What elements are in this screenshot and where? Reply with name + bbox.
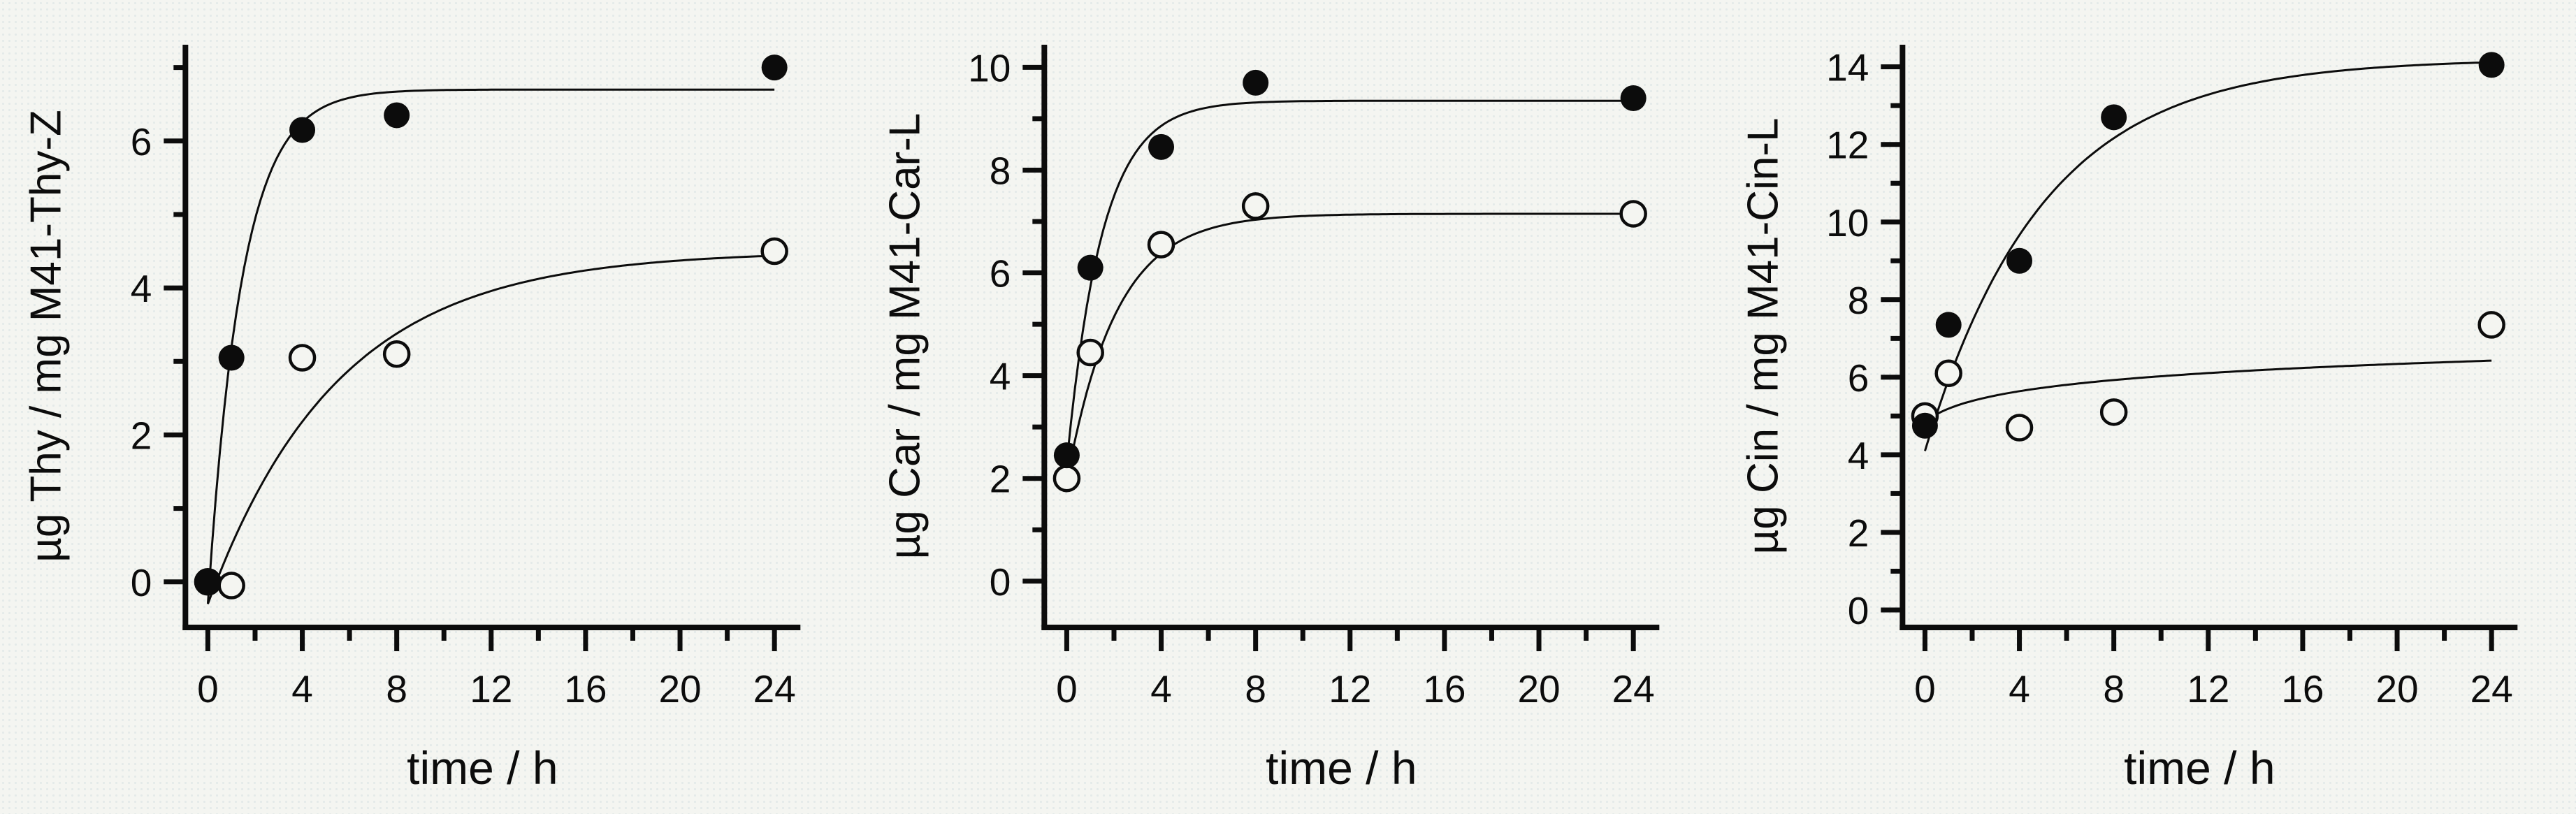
x-tick-label: 24	[753, 667, 796, 711]
data-point-open	[1147, 231, 1175, 259]
y-tick-label: 4	[131, 267, 152, 310]
data-point-filled	[2101, 104, 2127, 131]
x-tick-label: 4	[1150, 667, 1172, 711]
panel-thy: 0 4 8 12 16 20 24 0 2 4 6 µg Thy / mg M41-Thy-Z ti…	[0, 0, 859, 814]
x-tick-label: 20	[2376, 667, 2419, 711]
data-point-open	[1934, 359, 1963, 388]
panel-cin: 0 4 8 12 16 20 24 0 2 4 6 8 10 12 14 µg Cin / mg M41-C…	[1717, 0, 2576, 814]
fit-curve-filled-circles	[1924, 61, 2492, 451]
y-tick-label: 4	[989, 355, 1011, 398]
x-tick-label: 16	[1423, 667, 1466, 711]
data-point-filled	[1053, 442, 1080, 469]
data-point-open	[2006, 414, 2034, 442]
y-tick-label: 0	[1848, 589, 1869, 632]
data-point-filled	[2478, 52, 2505, 78]
fit-curve-open-circles	[207, 254, 775, 604]
y-tick-label: 10	[968, 46, 1011, 89]
data-point-open	[1241, 192, 1270, 220]
x-tick-label: 24	[1612, 667, 1654, 711]
panel-car: 0 4 8 12 16 20 24 0 2 4 6 8 10 µg Car / mg M41-Car-L…	[859, 0, 1718, 814]
y-tick-label: 14	[1826, 46, 1869, 89]
data-point-open	[2477, 311, 2506, 339]
y-tick-label: 6	[131, 120, 152, 163]
y-tick-label: 6	[989, 252, 1011, 296]
data-point-filled	[761, 54, 788, 81]
data-point-filled	[384, 102, 410, 129]
y-tick-label: 4	[1848, 434, 1869, 477]
data-point-filled	[218, 344, 245, 371]
x-tick-label: 20	[1517, 667, 1560, 711]
x-tick-label: 12	[470, 667, 512, 711]
y-tick-label: 2	[131, 414, 152, 457]
y-tick-label: 8	[989, 149, 1011, 192]
data-point-open	[2100, 398, 2128, 426]
x-tick-label: 8	[1245, 667, 1266, 711]
y-tick-label: 10	[1826, 201, 1869, 245]
y-tick-label: 12	[1826, 124, 1869, 167]
data-point-open	[382, 340, 411, 368]
data-point-filled	[289, 117, 316, 143]
x-tick-label: 8	[2104, 667, 2125, 711]
x-tick-label: 12	[2187, 667, 2230, 711]
y-tick-label: 0	[131, 561, 152, 604]
data-point-filled	[1936, 312, 1962, 338]
x-tick-label: 8	[386, 667, 407, 711]
x-tick-label: 4	[2009, 667, 2031, 711]
data-point-open	[760, 237, 788, 266]
y-tick-label: 8	[1848, 279, 1869, 322]
y-axis-title: µg Cin / mg M41-Cin-L	[1739, 118, 1788, 555]
data-point-open	[217, 572, 245, 599]
x-axis-title: time / h	[407, 742, 558, 794]
y-axis-title: µg Thy / mg M41-Thy-Z	[22, 110, 70, 562]
x-tick-label: 16	[2282, 667, 2324, 711]
x-axis-title: time / h	[1266, 742, 1417, 794]
x-axis-title: time / h	[2124, 742, 2275, 794]
fit-curve-open-circles	[1924, 359, 2492, 423]
data-point-filled	[1620, 85, 1647, 111]
x-tick-label: 0	[197, 667, 219, 711]
y-tick-label: 2	[1848, 511, 1869, 555]
data-point-filled	[1148, 133, 1174, 160]
x-tick-label: 16	[564, 667, 607, 711]
data-point-open	[1052, 464, 1080, 493]
x-tick-label: 0	[1914, 667, 1936, 711]
data-point-open	[288, 344, 317, 372]
data-point-filled	[194, 569, 221, 595]
data-point-open	[1619, 200, 1647, 228]
x-tick-label: 0	[1056, 667, 1078, 711]
y-tick-label: 0	[989, 560, 1011, 604]
y-tick-label: 6	[1848, 356, 1869, 400]
fit-curve-filled-circles	[206, 88, 775, 604]
x-tick-label: 12	[1329, 667, 1371, 711]
x-tick-label: 20	[658, 667, 701, 711]
data-point-open	[1076, 338, 1104, 367]
y-axis-title: µg Car / mg M41-Car-L	[881, 113, 929, 560]
data-point-filled	[1912, 412, 1939, 439]
y-tick-label: 2	[989, 458, 1011, 501]
x-tick-label: 4	[291, 667, 313, 711]
x-tick-label: 24	[2470, 667, 2513, 711]
data-point-filled	[2006, 247, 2033, 274]
data-point-filled	[1077, 254, 1104, 281]
data-point-filled	[1242, 69, 1268, 96]
fit-curve-filled-circles	[1065, 99, 1633, 463]
